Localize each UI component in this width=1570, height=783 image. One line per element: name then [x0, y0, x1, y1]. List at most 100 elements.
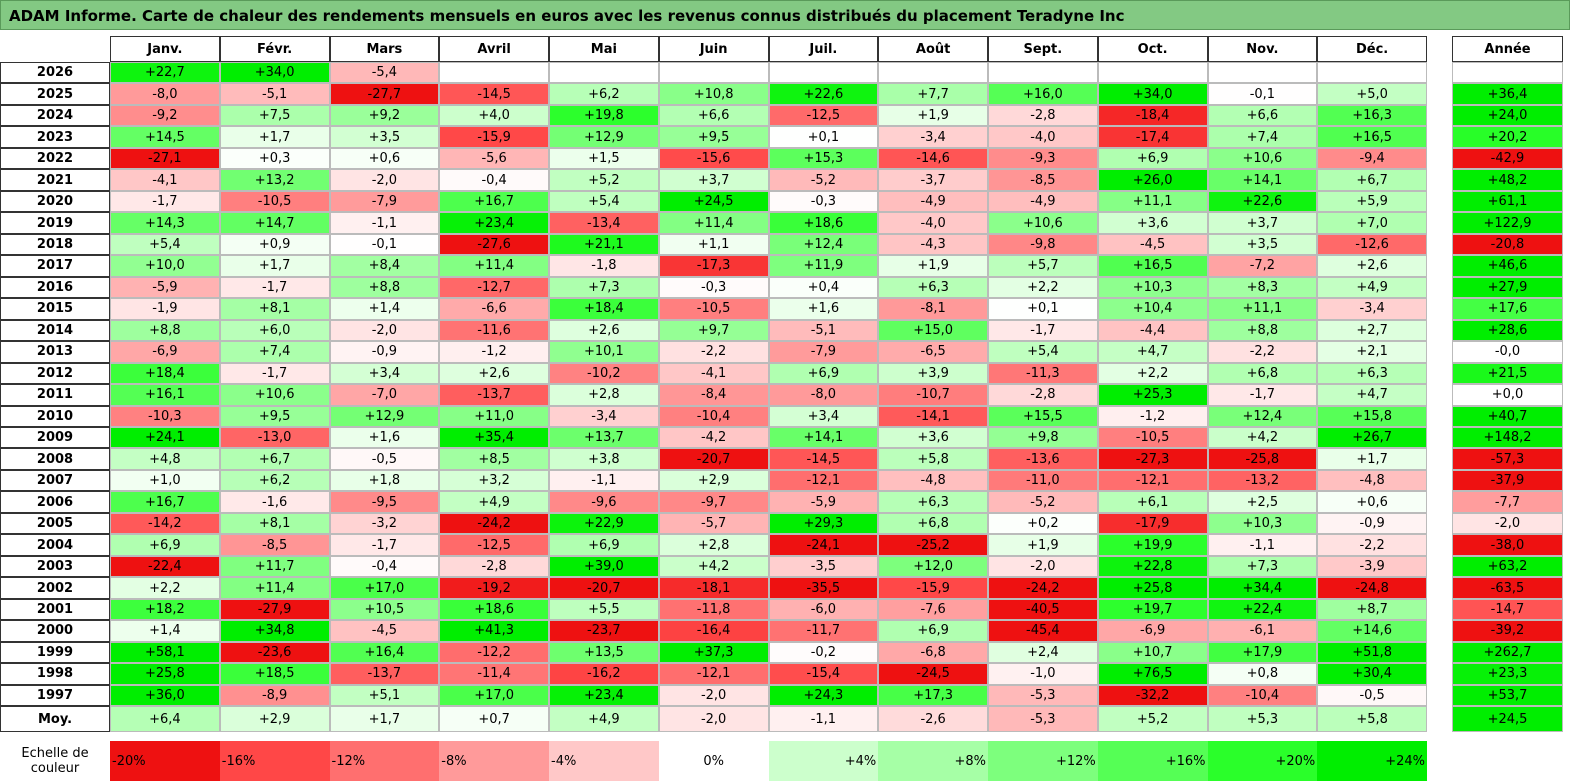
heat-cell: -12,6 [1317, 233, 1427, 256]
heat-cell [439, 62, 549, 84]
heat-cell: +12,4 [1207, 405, 1318, 427]
heat-cell: -15,6 [658, 147, 769, 170]
heat-cell: -5,9 [768, 491, 879, 513]
row-label: 2018 [0, 233, 110, 256]
heat-cell: -13,0 [219, 426, 330, 449]
heat-cell: -4,9 [878, 190, 988, 213]
heat-cell: -0,1 [1207, 83, 1318, 105]
year-cell: -63,5 [1452, 577, 1563, 599]
heat-cell: +3,5 [1207, 233, 1318, 256]
heat-cell: +10,6 [988, 212, 1098, 234]
heat-cell: +3,8 [549, 448, 659, 470]
heat-cell: +1,0 [110, 469, 220, 492]
row-label: 2012 [0, 362, 110, 385]
year-cell: +53,7 [1452, 684, 1563, 707]
year-cell: -2,0 [1452, 512, 1563, 535]
heat-cell: +2,2 [1097, 362, 1208, 385]
heat-cell: -0,4 [329, 555, 440, 578]
heat-cell: -10,5 [219, 190, 330, 213]
heat-cell: +5,1 [329, 684, 440, 707]
heat-cell: -3,9 [1317, 555, 1427, 578]
heat-cell: +24,5 [658, 190, 769, 213]
heat-cell: +5,2 [549, 169, 659, 191]
heat-cell: +2,4 [988, 641, 1098, 664]
heat-cell: +7,4 [1207, 126, 1318, 148]
heat-cell: -8,5 [219, 534, 330, 556]
heat-cell: -15,9 [439, 126, 549, 148]
heat-cell: +10,6 [219, 384, 330, 406]
heat-cell: +11,1 [1097, 190, 1208, 213]
row-label: 2022 [0, 147, 110, 170]
heat-cell: +1,1 [658, 233, 769, 256]
legend-swatch: +8% [878, 741, 988, 782]
heat-cell: +26,0 [1097, 169, 1208, 191]
heat-cell: -11,3 [988, 362, 1098, 385]
heat-cell: +6,3 [1317, 362, 1427, 385]
column-header: Oct. [1097, 36, 1208, 62]
heat-cell: +39,0 [549, 555, 659, 578]
heat-cell: -5,6 [439, 147, 549, 170]
column-header: Mai [549, 36, 659, 62]
heat-cell: -1,0 [988, 663, 1098, 685]
heat-cell: +16,1 [110, 384, 220, 406]
heat-cell: +10,3 [1207, 512, 1318, 535]
heat-cell: -2,2 [658, 341, 769, 363]
heat-cell: +4,9 [1317, 276, 1427, 299]
heat-cell: -4,5 [1097, 233, 1208, 256]
legend-swatch: +4% [768, 741, 879, 782]
heat-cell: -8,1 [878, 298, 988, 320]
row-label: 2009 [0, 426, 110, 449]
heat-cell: +6,4 [110, 706, 220, 733]
heat-cell: -24,2 [988, 577, 1098, 599]
heat-cell: +5,5 [549, 598, 659, 621]
year-cell: +48,2 [1452, 169, 1563, 191]
heat-cell: +5,2 [1097, 706, 1208, 733]
heat-cell: -2,0 [658, 684, 769, 707]
row-label: 2016 [0, 276, 110, 299]
heat-cell: +3,7 [658, 169, 769, 191]
heat-cell: -6,0 [768, 598, 879, 621]
heat-cell: +11,9 [768, 255, 879, 277]
heat-cell: -20,7 [658, 448, 769, 470]
heat-cell: -12,7 [439, 276, 549, 299]
heat-cell: +7,0 [1317, 212, 1427, 234]
row-label: 1997 [0, 684, 110, 707]
title: ADAM Informe. Carte de chaleur des rende… [0, 0, 1570, 30]
heat-cell: -9,5 [329, 491, 440, 513]
heat-cell: +2,8 [658, 534, 769, 556]
year-cell: +23,3 [1452, 663, 1563, 685]
row-label: 2007 [0, 469, 110, 492]
heat-cell: +19,7 [1097, 598, 1208, 621]
heat-cell: +34,0 [219, 62, 330, 84]
heat-cell: +0,6 [1317, 491, 1427, 513]
heat-cell [1207, 62, 1318, 84]
heat-cell: +8,8 [110, 319, 220, 342]
heat-cell: -11,7 [768, 620, 879, 642]
heat-cell: +16,5 [1097, 255, 1208, 277]
heat-cell: +23,4 [439, 212, 549, 234]
column-header: Avril [439, 36, 549, 62]
heat-cell: -13,2 [1207, 469, 1318, 492]
heat-cell: -7,9 [768, 341, 879, 363]
heat-cell: +9,5 [219, 405, 330, 427]
year-cell: +36,4 [1452, 83, 1563, 105]
heat-cell: +21,1 [549, 233, 659, 256]
heat-cell: +6,7 [219, 448, 330, 470]
heat-cell: -23,6 [219, 641, 330, 664]
heat-cell: +6,3 [878, 276, 988, 299]
column-header: Juil. [768, 36, 879, 62]
heat-cell: +29,3 [768, 512, 879, 535]
year-cell: -38,0 [1452, 534, 1563, 556]
heat-cell: -2,8 [439, 555, 549, 578]
heat-cell: -32,2 [1097, 684, 1208, 707]
heat-cell: -8,5 [988, 169, 1098, 191]
heat-cell: +0,6 [329, 147, 440, 170]
heat-cell: +30,4 [1317, 663, 1427, 685]
heat-cell: -17,9 [1097, 512, 1208, 535]
heat-cell: -8,0 [110, 83, 220, 105]
heat-cell: +34,8 [219, 620, 330, 642]
heat-cell: -14,6 [878, 147, 988, 170]
heat-cell: +12,9 [329, 405, 440, 427]
heat-cell: +14,1 [768, 426, 879, 449]
